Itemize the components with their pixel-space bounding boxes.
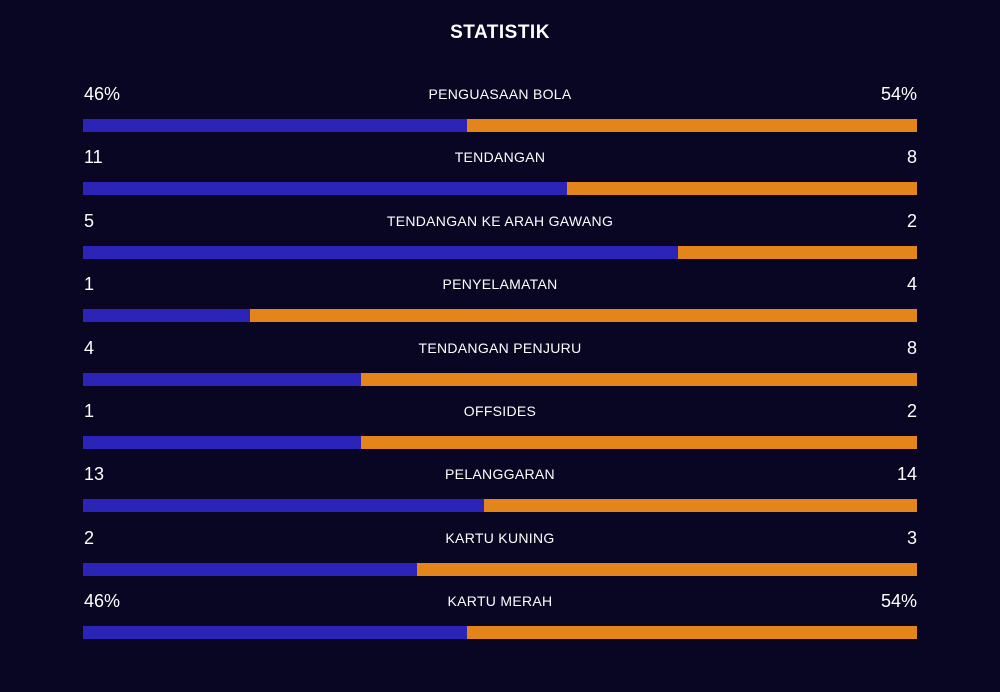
stat-label: TENDANGAN (454, 149, 546, 166)
stat-row: 5 TENDANGAN KE ARAH GAWANG 2 (83, 207, 917, 270)
home-bar-segment (83, 499, 485, 513)
away-bar-segment (249, 309, 917, 323)
home-bar-segment (83, 435, 361, 449)
home-value: 4 (84, 337, 95, 358)
stat-label: KARTU KUNING (445, 529, 555, 546)
stat-header: 1 OFFSIDES 2 (83, 397, 917, 425)
home-value: 5 (84, 210, 95, 231)
home-bar-segment (83, 119, 467, 132)
stat-row: 1 OFFSIDES 2 (83, 397, 917, 460)
stat-header: 1 PENYELAMATAN 4 (83, 270, 917, 298)
stats-list: 46% PENGUASAAN BOLA 54% 11 TENDANGAN 8 5 TENDAN… (83, 80, 917, 651)
stat-label: PENYELAMATAN (442, 276, 558, 293)
stat-header: 2 KARTU KUNING 3 (83, 524, 917, 552)
stat-bar (83, 562, 917, 576)
home-value: 11 (84, 147, 103, 168)
stat-bar (83, 372, 917, 386)
away-bar-segment (360, 435, 917, 449)
home-bar-segment (83, 245, 679, 259)
stat-bar (83, 182, 917, 196)
away-value: 8 (906, 337, 917, 358)
stat-bar (83, 309, 917, 323)
away-bar-segment (466, 626, 917, 640)
home-bar-segment (83, 309, 250, 323)
stat-bar (83, 499, 917, 513)
away-value: 14 (896, 464, 917, 485)
stat-row: 13 PELANGGARAN 14 (83, 460, 917, 523)
home-bar-segment (83, 182, 567, 196)
away-bar-segment (416, 562, 917, 576)
stat-bar (83, 626, 917, 640)
away-bar-segment (484, 499, 917, 513)
stat-header: 46% KARTU MERAH 54% (83, 587, 917, 615)
stat-label: TENDANGAN KE ARAH GAWANG (386, 212, 614, 229)
away-bar-segment (678, 245, 917, 259)
page-title: STATISTIK (450, 22, 550, 43)
away-value: 4 (906, 274, 917, 295)
stat-label: TENDANGAN PENJURU (418, 339, 582, 356)
stat-header: 4 TENDANGAN PENJURU 8 (83, 334, 917, 362)
stat-bar (83, 245, 917, 259)
stat-header: 5 TENDANGAN KE ARAH GAWANG 2 (83, 207, 917, 235)
stat-row: 11 TENDANGAN 8 (83, 143, 917, 206)
stat-row: 4 TENDANGAN PENJURU 8 (83, 334, 917, 397)
home-bar-segment (83, 562, 417, 576)
home-value: 1 (84, 400, 95, 421)
away-value: 3 (906, 527, 917, 548)
away-value: 2 (906, 400, 917, 421)
home-bar-segment (83, 626, 467, 640)
away-value: 8 (906, 147, 917, 168)
away-value: 2 (906, 210, 917, 231)
stat-bar (83, 435, 917, 449)
away-bar-segment (360, 372, 917, 386)
stat-header: 13 PELANGGARAN 14 (83, 460, 917, 488)
stat-row: 46% PENGUASAAN BOLA 54% (83, 80, 917, 143)
stat-label: PELANGGARAN (445, 466, 555, 483)
stat-row: 2 KARTU KUNING 3 (83, 524, 917, 587)
stat-label: KARTU MERAH (447, 593, 553, 610)
stat-label: PENGUASAAN BOLA (428, 86, 572, 102)
stat-row: 1 PENYELAMATAN 4 (83, 270, 917, 333)
away-bar-segment (466, 119, 917, 132)
home-value: 46% (84, 84, 121, 104)
stat-header: 46% PENGUASAAN BOLA 54% (83, 80, 917, 108)
home-bar-segment (83, 372, 361, 386)
stat-header: 11 TENDANGAN 8 (83, 143, 917, 171)
stat-bar (83, 119, 917, 132)
home-value: 46% (84, 591, 121, 612)
away-value: 54% (880, 84, 917, 104)
away-value: 54% (880, 591, 917, 612)
stat-label: OFFSIDES (463, 402, 537, 419)
stat-row: 46% KARTU MERAH 54% (83, 587, 917, 650)
home-value: 2 (84, 527, 95, 548)
home-value: 1 (84, 274, 95, 295)
home-value: 13 (84, 464, 105, 485)
away-bar-segment (566, 182, 917, 196)
